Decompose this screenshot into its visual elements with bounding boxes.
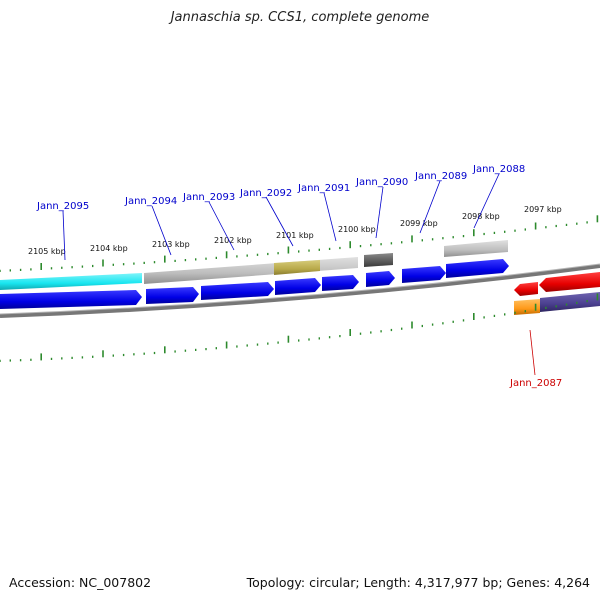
- gene-label-jann-2089[interactable]: Jann_2089: [414, 171, 467, 182]
- gene-label-jann-2094[interactable]: Jann_2094: [124, 196, 177, 207]
- gene-arrow-jann-2094[interactable]: [146, 287, 199, 304]
- feature-purple[interactable]: [540, 292, 600, 312]
- ruler-label: 2102 kbp: [214, 236, 252, 245]
- outer-ruler-ticks: [0, 215, 599, 272]
- gene-arrow-jann-2088[interactable]: [446, 259, 509, 278]
- ruler-label: 2100 kbp: [338, 225, 376, 234]
- ruler-label: 2099 kbp: [400, 219, 438, 228]
- gene-arrow-jann-2092[interactable]: [275, 278, 321, 295]
- ruler-label: 2098 kbp: [462, 212, 500, 221]
- ruler-labels: 2105 kbp 2104 kbp 2103 kbp 2102 kbp 2101…: [28, 205, 562, 256]
- feature-orange[interactable]: [514, 299, 540, 315]
- ruler-label: 2103 kbp: [152, 240, 190, 249]
- gene-arrow-jann-2090[interactable]: [366, 271, 395, 287]
- forward-genes: [0, 259, 509, 309]
- feature-dark-grey[interactable]: [364, 253, 393, 267]
- gene-arrow-jann-2095[interactable]: [0, 290, 142, 309]
- genome-summary-text: Topology: circular; Length: 4,317,977 bp…: [246, 575, 590, 590]
- gene-arrow-jann-2089[interactable]: [402, 266, 446, 283]
- feature-cyan[interactable]: [0, 273, 142, 290]
- ruler-label: 2104 kbp: [90, 244, 128, 253]
- ruler-label: 2105 kbp: [28, 247, 66, 256]
- gene-arrow-jann-2087-a[interactable]: [514, 282, 538, 296]
- gene-label-jann-2088[interactable]: Jann_2088: [472, 164, 525, 175]
- gene-label-jann-2095[interactable]: Jann_2095: [36, 201, 89, 212]
- gene-label-jann-2091[interactable]: Jann_2091: [297, 183, 350, 194]
- feature-grey-right[interactable]: [444, 240, 508, 257]
- gene-label-jann-2093[interactable]: Jann_2093: [182, 192, 235, 203]
- feature-olive[interactable]: [274, 260, 320, 275]
- genome-backbone: [0, 264, 600, 318]
- gene-arrow-jann-2093[interactable]: [201, 282, 274, 300]
- feature-track: [0, 240, 508, 290]
- gene-label-jann-2092[interactable]: Jann_2092: [239, 188, 292, 199]
- inner-ruler-ticks: [0, 293, 599, 362]
- gene-arrow-jann-2087-b[interactable]: [539, 272, 600, 292]
- ruler-label: 2097 kbp: [524, 205, 562, 214]
- gene-label-jann-2087[interactable]: Jann_2087: [509, 378, 562, 389]
- gene-label-jann-2090[interactable]: Jann_2090: [355, 177, 408, 188]
- reverse-genes: [514, 272, 600, 315]
- gene-labels: Jann_2095 Jann_2094 Jann_2093 Jann_2092 …: [36, 164, 562, 389]
- genome-title: Jannaschia sp. CCS1, complete genome: [170, 10, 430, 25]
- ruler-label: 2101 kbp: [276, 231, 314, 240]
- gene-arrow-jann-2091[interactable]: [322, 275, 359, 291]
- accession-text: Accession: NC_007802: [9, 575, 152, 590]
